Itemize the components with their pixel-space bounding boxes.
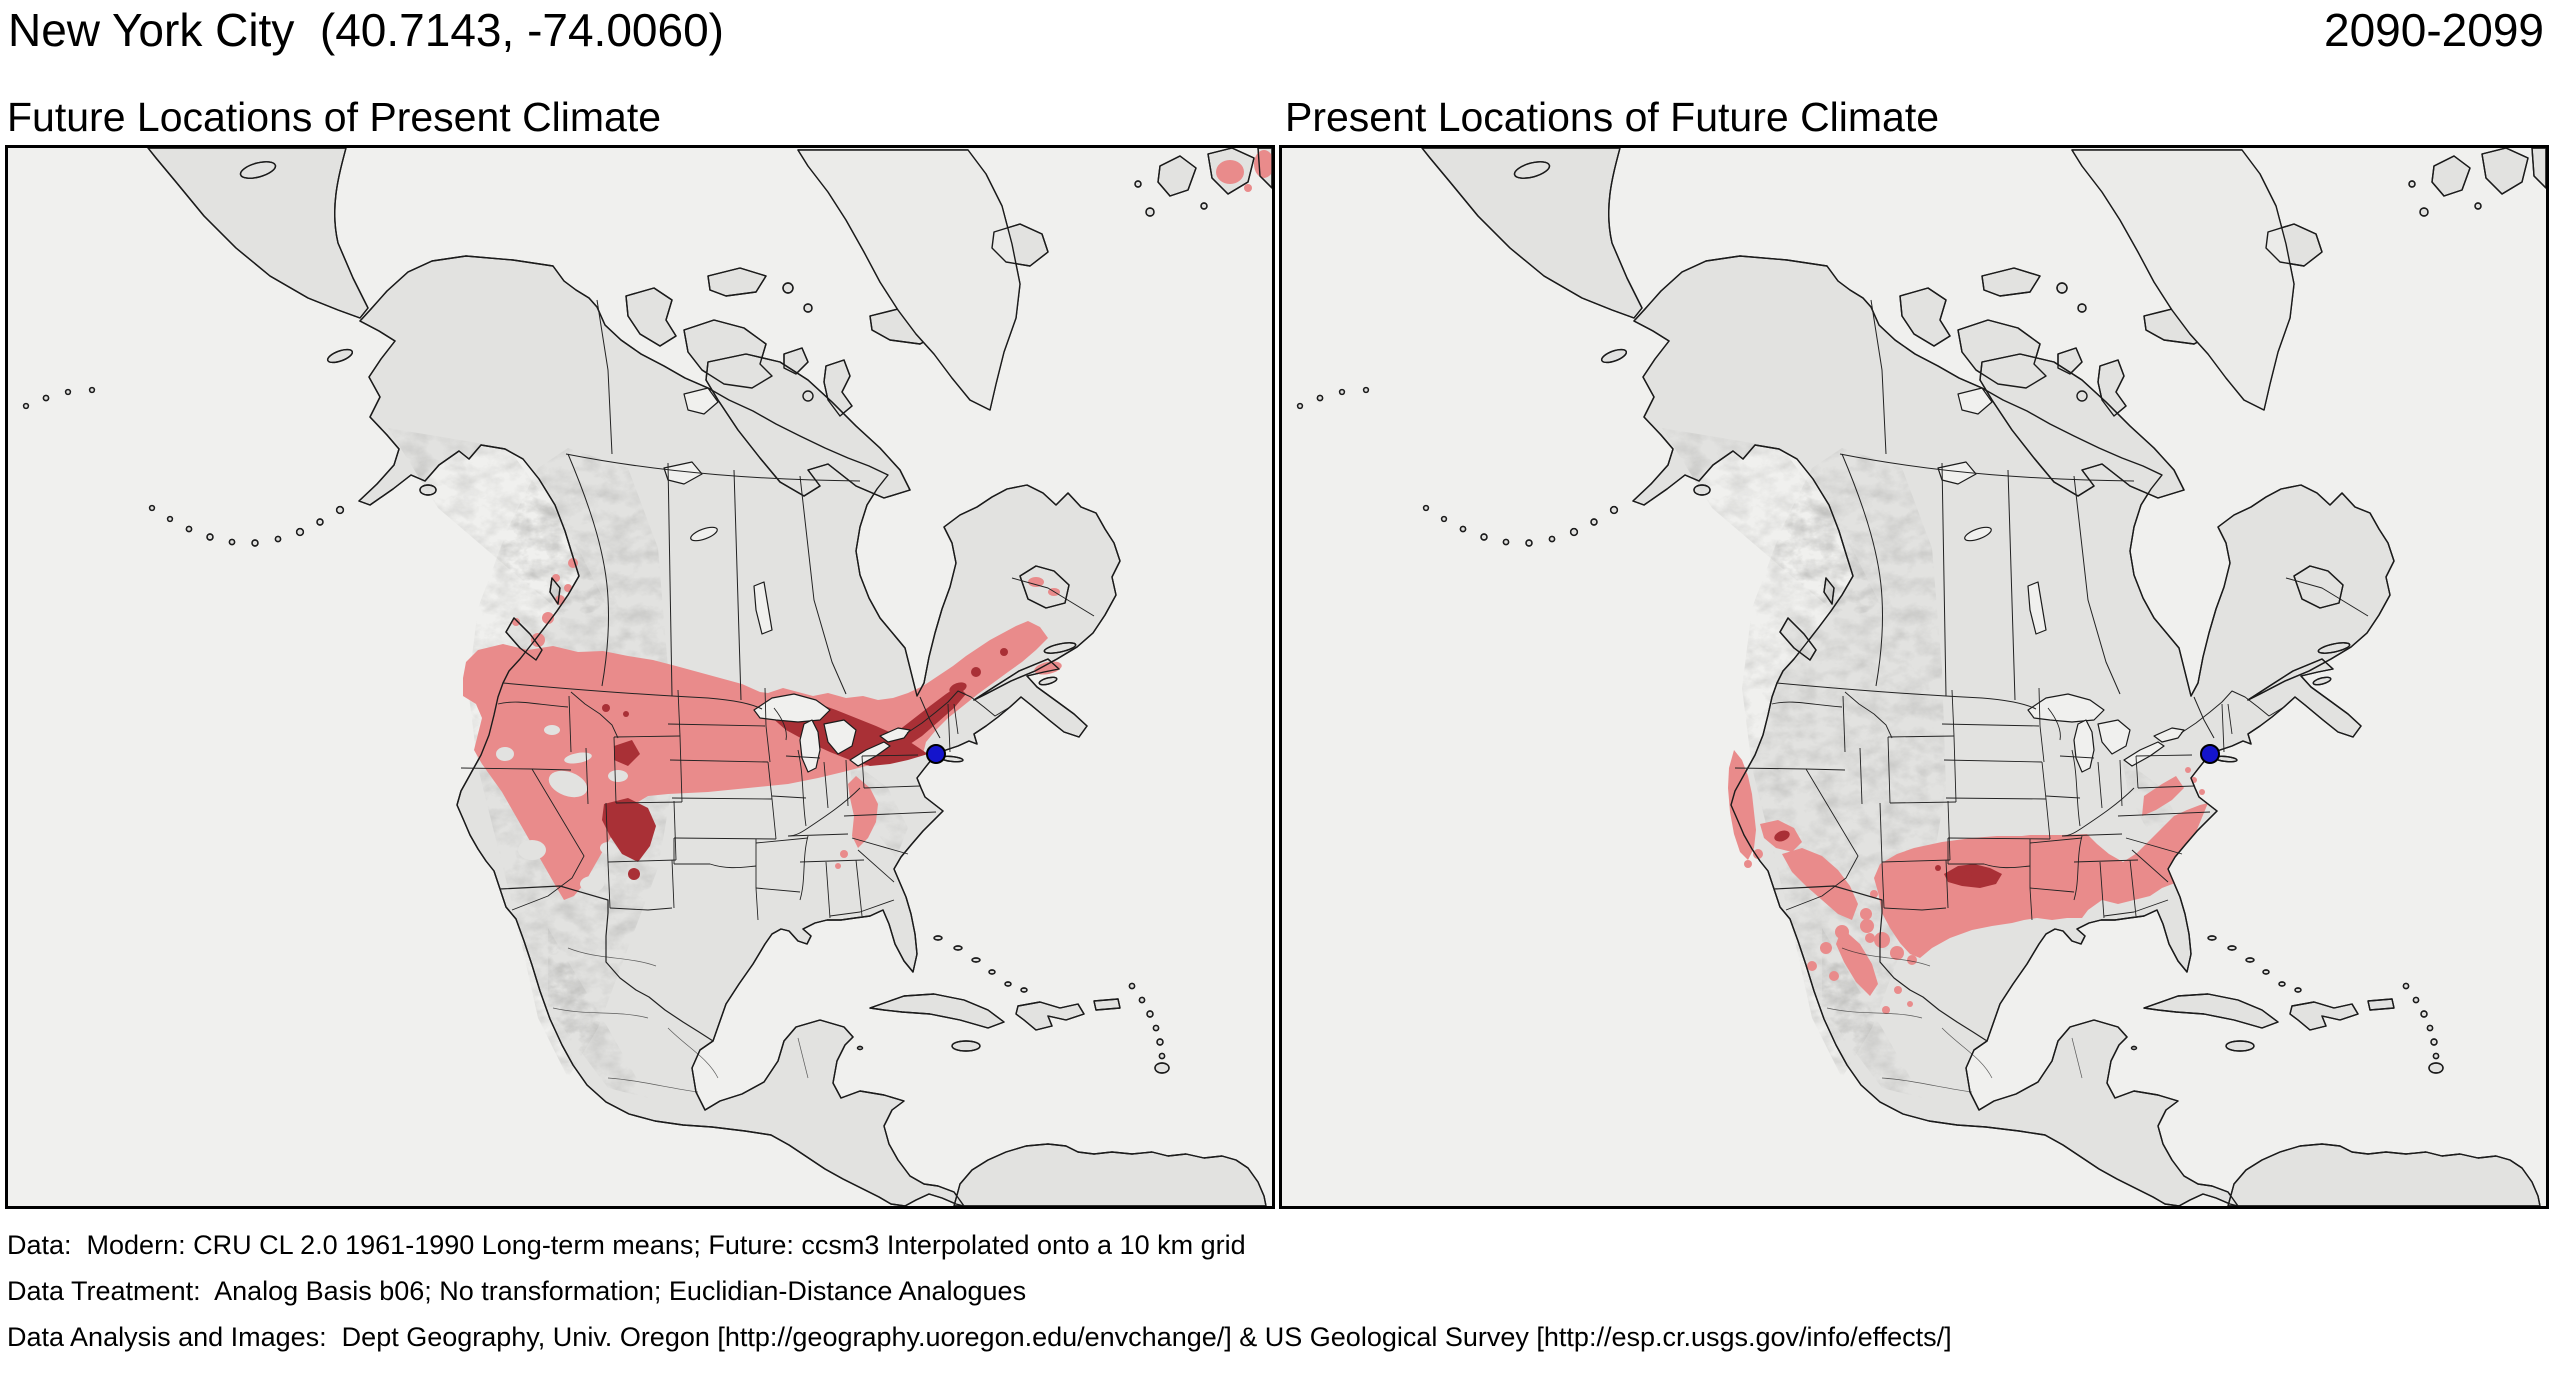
map-present-locations [1279,145,2549,1209]
city-location-dot [926,744,946,764]
caption-data: Data: Modern: CRU CL 2.0 1961-1990 Long-… [7,1230,1246,1260]
caption-treatment: Data Treatment: Analog Basis b06; No tra… [7,1276,1027,1306]
map-future-locations [5,145,1275,1209]
period-label: 2090-2099 [2324,4,2544,56]
city-name: New York City [8,4,295,56]
source-captions: Data: Modern: CRU CL 2.0 1961-1990 Long-… [7,1222,1952,1360]
caption-analysis: Data Analysis and Images: Dept Geography… [7,1322,1952,1352]
map-present-locations-canvas [1282,148,2546,1206]
city-coordinates: (40.7143, -74.0060) [319,4,724,56]
map-title-present-locations: Present Locations of Future Climate [1285,94,1940,140]
map-future-locations-canvas [8,148,1272,1206]
page-title: New York City (40.7143, -74.0060) [8,4,724,56]
map-title-future-locations: Future Locations of Present Climate [7,94,662,140]
city-location-dot [2200,744,2220,764]
